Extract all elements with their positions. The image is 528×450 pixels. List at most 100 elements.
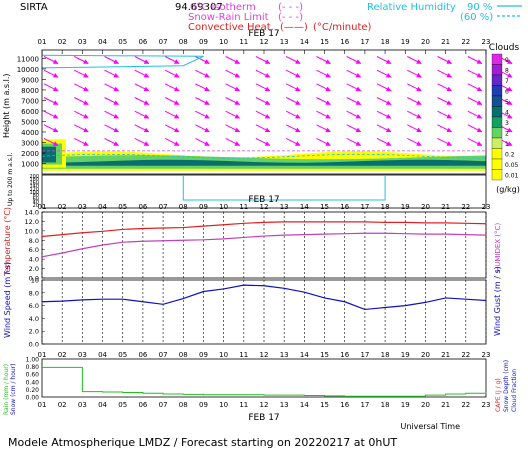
hour-label: 04 — [98, 38, 107, 46]
wind-arrow — [407, 69, 422, 78]
wind-arrow — [255, 83, 271, 92]
legend-convective-swatch: (——) — [280, 22, 308, 33]
series-line — [41, 221, 487, 238]
wind-arrow — [43, 56, 59, 64]
wind-arrow — [255, 124, 271, 133]
surface-tick: 100 — [29, 190, 39, 196]
hour-label: 17 — [360, 203, 369, 211]
wind-arrow — [467, 138, 483, 146]
height-tick: 10000 — [17, 66, 39, 74]
colorbar-label: 6 — [505, 89, 509, 96]
colorbar-swatch — [491, 95, 503, 107]
colorbar-label: 3 — [505, 120, 509, 127]
hour-label: 22 — [461, 203, 470, 211]
hour-label: 15 — [320, 203, 329, 211]
wind-arrow — [376, 83, 392, 92]
snow-depth-axis-label: Snow Depth (cm) — [503, 360, 510, 412]
wind-arrow — [285, 56, 301, 64]
hour-label: 23 — [482, 38, 491, 46]
hour-label: 12 — [260, 351, 269, 359]
colorbar-label: 9 — [505, 57, 509, 64]
wind-arrow — [285, 69, 301, 78]
hour-label: 19 — [401, 38, 410, 46]
hour-label: 14 — [300, 203, 309, 211]
legend-humidity-label: Relative Humidity — [367, 2, 456, 13]
colorbar-swatch — [491, 116, 503, 128]
y-tick-label: 2.0 — [29, 265, 39, 273]
hour-label: 21 — [441, 38, 450, 46]
wind-arrow — [43, 138, 59, 146]
hour-label: 04 — [98, 351, 107, 359]
y-tick-label: 6.0 — [29, 246, 39, 254]
humidity-contour-cloud — [41, 153, 487, 159]
wind-arrow — [43, 97, 59, 105]
temperature-axis-label: Temperature (°C) — [3, 207, 12, 277]
hour-label: 15 — [320, 38, 329, 46]
wind-arrow — [134, 97, 150, 105]
cloud-colorbar: Clouds 9 8 7 6 5 4 3 2 1 0.2 0.05 0.01 (g/kg) — [489, 43, 520, 194]
hour-label: 07 — [159, 351, 168, 359]
hour-label: 22 — [461, 351, 470, 359]
wind-arrow — [74, 97, 89, 105]
wind-arrow — [316, 97, 331, 105]
hour-label: 02 — [58, 38, 67, 46]
hour-label: 05 — [118, 351, 127, 359]
surface-tick: 160 — [29, 180, 39, 186]
wind-arrow — [225, 56, 241, 64]
wind-arrow — [195, 56, 210, 64]
hour-label: 08 — [179, 38, 188, 46]
legend-humidity-value: 90 % — [467, 2, 492, 13]
hour-label: 13 — [280, 38, 289, 46]
wind-arrow — [195, 138, 210, 146]
surface-cloud — [182, 175, 386, 201]
hour-label: 02 — [58, 203, 67, 211]
hour-label: 18 — [381, 38, 390, 46]
hour-label: 16 — [340, 401, 349, 409]
y-tick-label: 2.0 — [29, 328, 39, 336]
hour-labels: 01 02 03 04 05 06 07 08 09 10 11 12 13 14 15 16 17 18 19 20… — [38, 38, 491, 409]
wind-arrow — [407, 83, 422, 92]
wind-arrow — [346, 56, 362, 64]
y-tick-label: 10 — [31, 277, 39, 285]
wind-arrow — [164, 83, 180, 92]
colorbar-label: 2 — [505, 131, 509, 138]
height-tick: 7000 — [21, 97, 39, 105]
hour-label: 10 — [219, 203, 228, 211]
wind-arrows — [43, 56, 513, 146]
hour-label: 17 — [360, 38, 369, 46]
wind-arrow — [134, 83, 150, 92]
surface-tick: 60 — [33, 196, 39, 202]
hour-label: 10 — [219, 401, 228, 409]
wind-arrow — [346, 69, 362, 78]
wind-arrow — [285, 124, 301, 133]
hour-label: 05 — [118, 401, 127, 409]
hour-label: 03 — [78, 351, 87, 359]
height-tick: 4000 — [21, 129, 39, 137]
wind-arrow — [195, 83, 210, 92]
cloud-legend-title: Clouds — [489, 43, 520, 53]
hour-label: 14 — [300, 351, 309, 359]
hour-label: 11 — [239, 203, 248, 211]
isolines — [41, 54, 487, 159]
wind-arrow — [255, 138, 271, 146]
hour-label: 13 — [280, 203, 289, 211]
height-tick-labels: 11000 10000 9000 8000 7000 6000 5000 4000 3000 20… — [17, 55, 46, 168]
rain-series — [42, 366, 487, 397]
wind-arrow — [225, 69, 241, 78]
hour-label: 07 — [159, 38, 168, 46]
wind-arrow — [376, 56, 392, 64]
wind-arrow — [104, 124, 119, 133]
wind-arrow — [376, 124, 392, 133]
wind-arrow — [43, 83, 59, 92]
wind-arrow — [316, 110, 331, 119]
hour-label: 19 — [401, 351, 410, 359]
y-tick-label: 4.0 — [29, 256, 39, 264]
y-tick-label: 0.20 — [26, 387, 40, 394]
hour-label: 18 — [381, 351, 390, 359]
colorbar-swatch — [491, 64, 503, 76]
hour-label: 01 — [38, 351, 47, 359]
wind-arrow — [437, 56, 452, 64]
wind-arrow — [74, 69, 89, 78]
hour-label: 07 — [159, 401, 168, 409]
